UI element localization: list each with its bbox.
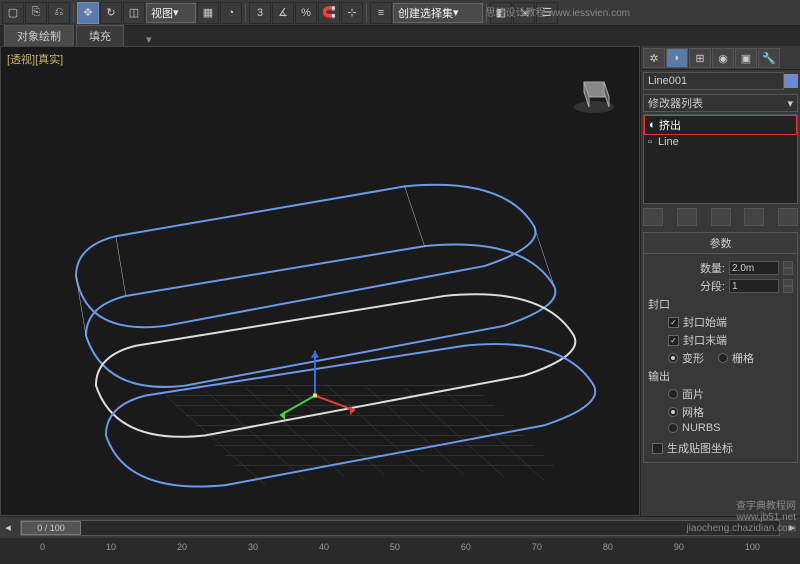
gen-mapping-checkbox[interactable] — [652, 443, 663, 454]
pin-stack-icon[interactable] — [643, 208, 663, 226]
tab-populate[interactable]: 填充 — [76, 25, 124, 46]
spline-stack — [76, 185, 595, 487]
new-icon[interactable]: ▢ — [2, 2, 24, 24]
modify-tab-icon[interactable]: ◗ — [666, 48, 688, 68]
segments-up-icon[interactable] — [783, 279, 793, 286]
make-unique-icon[interactable] — [711, 208, 731, 226]
show-result-icon[interactable] — [677, 208, 697, 226]
cap-start-checkbox[interactable]: ✓ — [668, 317, 679, 328]
mesh-radio[interactable] — [668, 407, 678, 417]
modifier-line[interactable]: ▫ Line — [644, 135, 797, 149]
modifier-list-dropdown[interactable]: 修改器列表▾ — [643, 94, 798, 112]
gen-mapping-label: 生成贴图坐标 — [667, 440, 733, 456]
snap-toggle-icon[interactable]: 3 — [249, 2, 271, 24]
amount-up-icon[interactable] — [783, 261, 793, 268]
amount-label: 数量: — [700, 260, 725, 276]
main-toolbar: ▢ ⎘ ⎌ ✥ ↻ ◫ 视图 ▾ ▦ ◔ 3 ∡ % 🧲 ⊹ ≡ 创建选择集 ▾… — [0, 0, 800, 26]
timeline-next-icon[interactable]: ▸ — [784, 521, 800, 534]
link-icon[interactable]: ⎘ — [25, 2, 47, 24]
spline-segments — [76, 186, 554, 335]
rotate-icon[interactable]: ↻ — [100, 2, 122, 24]
time-slider[interactable]: 0 / 100 — [20, 520, 780, 536]
rollout-header-params[interactable]: 参数 — [643, 232, 798, 254]
object-name-field[interactable]: Line001 — [643, 72, 784, 90]
main-area: [透视][真实] — [0, 46, 800, 516]
patch-label: 面片 — [682, 386, 704, 402]
axis-icon[interactable]: ⊹ — [341, 2, 363, 24]
output-group-label: 输出 — [648, 368, 793, 384]
grid-radio[interactable] — [718, 353, 728, 363]
cap-start-label: 封口始端 — [683, 314, 727, 330]
nurbs-label: NURBS — [682, 422, 721, 434]
morph-label: 变形 — [682, 350, 704, 366]
move-icon[interactable]: ✥ — [77, 2, 99, 24]
cap-end-label: 封口末端 — [683, 332, 727, 348]
create-tab-icon[interactable]: ✲ — [643, 48, 665, 68]
segments-spinner[interactable]: 1 — [729, 279, 779, 293]
viewport-canvas — [1, 47, 639, 515]
tab-object-paint[interactable]: 对象绘制 — [4, 25, 74, 46]
configure-sets-icon[interactable] — [778, 208, 798, 226]
command-panel-tabs: ✲ ◗ ⊞ ◉ ▣ 🔧 — [641, 46, 800, 70]
watermark-top: 思绪设计教程 www.iessvien.com — [486, 4, 630, 19]
grid-label: 栅格 — [732, 350, 754, 366]
time-ruler: 01020 304050 607080 90100 — [0, 538, 800, 556]
modifier-stack[interactable]: ◐ 挤出 ▫ Line — [643, 114, 798, 204]
patch-radio[interactable] — [668, 389, 678, 399]
ribbon-tabs: 对象绘制 填充 ▾ — [0, 26, 800, 46]
object-color-swatch[interactable] — [784, 74, 798, 88]
hierarchy-tab-icon[interactable]: ⊞ — [689, 48, 711, 68]
command-panel: ✲ ◗ ⊞ ◉ ▣ 🔧 Line001 修改器列表▾ ◐ 挤出 ▫ Line — [640, 46, 800, 516]
unlink-icon[interactable]: ⎌ — [48, 2, 70, 24]
percent-snap-icon[interactable]: % — [295, 2, 317, 24]
amount-spinner[interactable]: 2.0m — [729, 261, 779, 275]
select-icon[interactable]: ▦ — [197, 2, 219, 24]
magnet-icon[interactable]: 🧲 — [318, 2, 340, 24]
modifier-extrude[interactable]: ◐ 挤出 — [644, 115, 797, 135]
remove-modifier-icon[interactable] — [744, 208, 764, 226]
timeline-prev-icon[interactable]: ◂ — [0, 521, 16, 534]
motion-tab-icon[interactable]: ◉ — [712, 48, 734, 68]
scale-icon[interactable]: ◫ — [123, 2, 145, 24]
time-slider-bar: ◂ 0 / 100 ▸ — [0, 516, 800, 538]
view-dropdown[interactable]: 视图 ▾ — [146, 3, 196, 23]
utilities-tab-icon[interactable]: 🔧 — [758, 48, 780, 68]
viewport-label: [透视][真实] — [7, 51, 63, 67]
segments-down-icon[interactable] — [783, 286, 793, 293]
capping-group-label: 封口 — [648, 296, 793, 312]
cap-end-checkbox[interactable]: ✓ — [668, 335, 679, 346]
angle-snap-icon[interactable]: ∡ — [272, 2, 294, 24]
segments-label: 分段: — [700, 278, 725, 294]
time-slider-handle[interactable]: 0 / 100 — [21, 521, 81, 535]
selection-set-dropdown[interactable]: 创建选择集 ▾ — [393, 3, 483, 23]
mesh-label: 网格 — [682, 404, 704, 420]
modifier-stack-buttons — [641, 204, 800, 230]
lasso-icon[interactable]: ◔ — [220, 2, 242, 24]
nurbs-radio[interactable] — [668, 423, 678, 433]
display-tab-icon[interactable]: ▣ — [735, 48, 757, 68]
viewcube[interactable] — [569, 67, 619, 117]
parameters-rollout: 参数 数量: 2.0m 分段: 1 封口 ✓ 封口始端 ✓ — [643, 232, 798, 463]
morph-radio[interactable] — [668, 353, 678, 363]
sets-icon[interactable]: ≡ — [370, 2, 392, 24]
ribbon-expand-icon[interactable]: ▾ — [146, 33, 152, 46]
amount-down-icon[interactable] — [783, 268, 793, 275]
perspective-viewport[interactable]: [透视][真实] — [0, 46, 640, 516]
